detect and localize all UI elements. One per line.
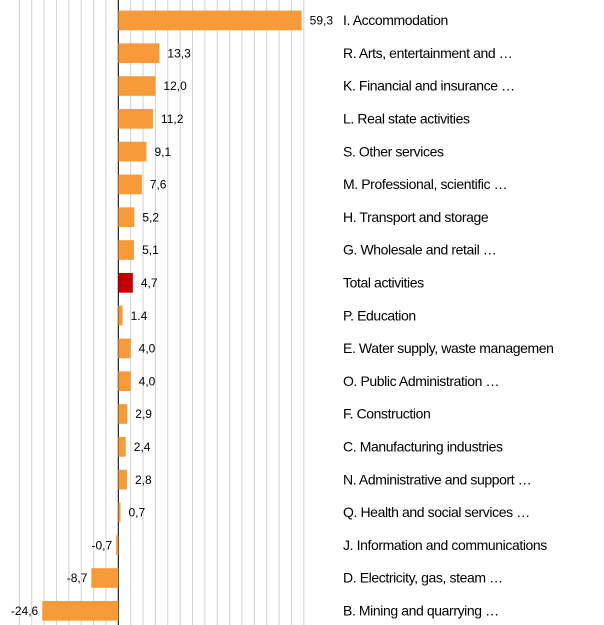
value-label: 11,2 bbox=[161, 112, 184, 126]
bar bbox=[118, 338, 131, 359]
bar bbox=[118, 272, 133, 293]
bar bbox=[118, 502, 121, 523]
category-label: G. Wholesale and retail … bbox=[343, 242, 496, 258]
bar bbox=[118, 207, 135, 228]
value-label: 4,0 bbox=[139, 374, 156, 388]
bar bbox=[116, 535, 119, 556]
category-label: R. Arts, entertainment and … bbox=[343, 45, 512, 61]
category-label: Q. Health and social services … bbox=[343, 504, 530, 520]
bar bbox=[118, 305, 123, 326]
category-label: Total activities bbox=[343, 275, 424, 291]
value-label: 0,7 bbox=[128, 506, 145, 520]
value-label: 1.4 bbox=[131, 309, 148, 323]
category-label: B. Mining and quarrying … bbox=[343, 603, 499, 619]
value-label: -8,7 bbox=[67, 571, 88, 585]
category-label: N. Administrative and support … bbox=[343, 471, 531, 487]
category-label: L. Real state activities bbox=[343, 111, 470, 127]
value-label: 7,6 bbox=[150, 178, 167, 192]
bar bbox=[118, 108, 153, 129]
category-label: J. Information and communications bbox=[343, 537, 547, 553]
value-label: 5,2 bbox=[142, 210, 159, 224]
bar bbox=[118, 371, 131, 392]
value-label: 4,7 bbox=[141, 276, 158, 290]
category-label: K. Financial and insurance … bbox=[343, 78, 515, 94]
value-label: 2,4 bbox=[134, 440, 151, 454]
bar bbox=[91, 568, 119, 588]
value-label: 4,0 bbox=[139, 342, 156, 356]
category-label: O. Public Administration … bbox=[343, 373, 499, 389]
category-label: C. Manufacturing industries bbox=[343, 439, 503, 455]
bar bbox=[118, 404, 128, 424]
category-label: F. Construction bbox=[343, 406, 430, 422]
value-label: 59,3 bbox=[310, 14, 334, 28]
value-label: 5,1 bbox=[142, 243, 159, 257]
category-label: P. Education bbox=[343, 307, 416, 323]
category-label: D. Electricity, gas, steam … bbox=[343, 570, 503, 586]
bar bbox=[118, 76, 156, 96]
value-label: 12,0 bbox=[163, 79, 187, 93]
bar bbox=[118, 10, 302, 31]
category-label: S. Other services bbox=[343, 143, 444, 159]
bar bbox=[42, 600, 119, 621]
bar bbox=[118, 43, 160, 64]
value-label: 13,3 bbox=[167, 46, 191, 60]
value-label: 9,1 bbox=[154, 145, 171, 159]
category-label: M. Professional, scientific … bbox=[343, 176, 507, 192]
bar bbox=[118, 174, 142, 195]
bar bbox=[118, 141, 147, 162]
value-label: -24,6 bbox=[11, 604, 39, 618]
category-label: E. Water supply, waste managemen bbox=[343, 340, 554, 356]
bar bbox=[118, 240, 135, 260]
bar bbox=[118, 436, 126, 457]
value-label: 2,9 bbox=[135, 407, 152, 421]
category-label: I. Accommodation bbox=[343, 12, 448, 28]
bar bbox=[118, 469, 127, 490]
value-label: -0,7 bbox=[91, 538, 112, 552]
value-label: 2,8 bbox=[135, 473, 152, 487]
category-label: H. Transport and storage bbox=[343, 209, 489, 225]
